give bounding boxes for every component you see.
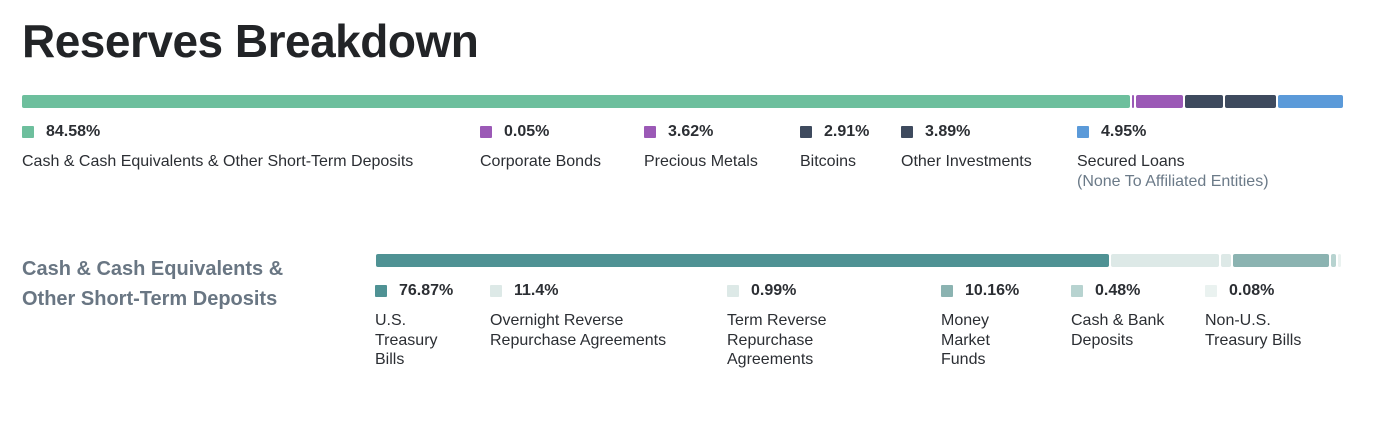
bar-segment [1135, 95, 1184, 108]
legend-swatch [727, 285, 739, 297]
legend-swatch [941, 285, 953, 297]
legend-value: 2.91% [824, 123, 870, 140]
legend-item-money-market-funds: 10.16% Money Market Funds [941, 281, 1051, 370]
bar-segment [22, 95, 1130, 108]
cash-breakdown-stacked-bar [376, 254, 1341, 267]
legend-item-corporate-bonds: 0.05% Corporate Bonds [480, 122, 630, 172]
legend-swatch [1077, 126, 1089, 138]
legend-item-non-us-treasury-bills: 0.08% Non-U.S. Treasury Bills [1205, 281, 1345, 350]
bar-segment [1110, 254, 1220, 267]
legend-value: 0.08% [1229, 282, 1275, 299]
legend-swatch [480, 126, 492, 138]
legend-label: Precious Metals [644, 153, 758, 170]
legend-value: 76.87% [399, 282, 454, 299]
page-title: Reserves Breakdown [22, 15, 479, 67]
legend-item-us-treasury-bills: 76.87% U.S. Treasury Bills [375, 281, 475, 370]
legend-value: 0.48% [1095, 282, 1141, 299]
legend-label: U.S. Treasury Bills [375, 312, 438, 368]
legend-label: Money Market Funds [941, 312, 990, 368]
legend-swatch [1205, 285, 1217, 297]
bar-segment [1225, 95, 1277, 108]
bar-segment [1185, 95, 1224, 108]
legend-item-overnight-repo: 11.4% Overnight Reverse Repurchase Agree… [490, 281, 710, 350]
legend-sublabel: (None To Affiliated Entities) [1077, 172, 1269, 190]
legend-item-cash-bank-deposits: 0.48% Cash & Bank Deposits [1071, 281, 1196, 350]
legend-item-precious-metals: 3.62% Precious Metals [644, 122, 794, 172]
legend-swatch [1071, 285, 1083, 297]
legend-swatch [375, 285, 387, 297]
legend-item-cash: 84.58% Cash & Cash Equivalents & Other S… [22, 122, 462, 172]
legend-value: 84.58% [46, 123, 101, 140]
legend-value: 3.62% [668, 123, 714, 140]
reserves-stacked-bar [22, 95, 1343, 108]
legend-label: Bitcoins [800, 153, 857, 170]
bar-segment [1278, 95, 1343, 108]
section-title: Cash & Cash Equivalents & Other Short-Te… [22, 258, 284, 310]
legend-swatch [22, 126, 34, 138]
legend-label: Corporate Bonds [480, 153, 601, 170]
bar-segment [1232, 254, 1330, 267]
legend-item-term-repo: 0.99% Term Reverse Repurchase Agreements [727, 281, 917, 370]
legend-swatch [901, 126, 913, 138]
bar-segment [1331, 254, 1336, 267]
legend-swatch [800, 126, 812, 138]
legend-value: 11.4% [514, 282, 559, 299]
legend-value: 0.99% [751, 282, 797, 299]
legend-item-bitcoins: 2.91% Bitcoins [800, 122, 900, 172]
legend-value: 10.16% [965, 282, 1020, 299]
legend-item-secured-loans: 4.95% Secured Loans (None To Affiliated … [1077, 122, 1337, 191]
legend-label: Cash & Cash Equivalents & Other Short-Te… [22, 153, 414, 170]
legend-label: Non-U.S. Treasury Bills [1205, 312, 1302, 349]
legend-value: 4.95% [1101, 123, 1147, 140]
legend-item-other-investments: 3.89% Other Investments [901, 122, 1071, 172]
legend-swatch [644, 126, 656, 138]
legend-value: 3.89% [925, 123, 971, 140]
bar-segment [1131, 95, 1134, 108]
bar-segment [1338, 254, 1341, 267]
bar-segment [1221, 254, 1231, 267]
legend-label: Cash & Bank Deposits [1071, 312, 1165, 349]
bar-segment [376, 254, 1109, 267]
legend-label: Overnight Reverse Repurchase Agreements [490, 312, 667, 349]
legend-value: 0.05% [504, 123, 550, 140]
legend-label: Term Reverse Repurchase Agreements [727, 312, 827, 368]
legend-label: Other Investments [901, 153, 1032, 170]
legend-label: Secured Loans [1077, 153, 1185, 170]
legend-swatch [490, 285, 502, 297]
